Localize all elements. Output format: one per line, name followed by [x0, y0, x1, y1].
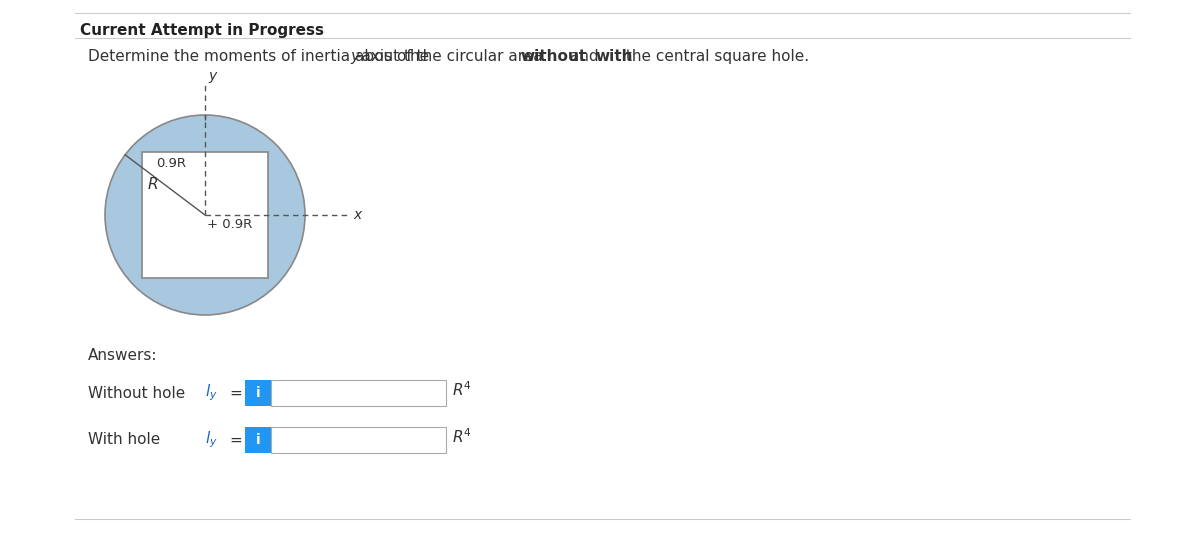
Text: $\mathit{l}_y$: $\mathit{l}_y$ — [205, 383, 217, 403]
Text: 0.9R: 0.9R — [156, 157, 186, 170]
Text: $\mathit{l}_y$: $\mathit{l}_y$ — [205, 430, 217, 450]
FancyBboxPatch shape — [245, 380, 271, 406]
Text: =: = — [229, 432, 241, 448]
Text: i: i — [256, 433, 260, 447]
Text: without: without — [521, 49, 587, 64]
Text: + 0.9R: + 0.9R — [208, 218, 252, 231]
FancyBboxPatch shape — [271, 427, 446, 453]
Text: and: and — [565, 49, 604, 64]
Text: y: y — [208, 69, 216, 83]
Text: the central square hole.: the central square hole. — [622, 49, 810, 64]
FancyBboxPatch shape — [271, 380, 446, 406]
Text: -axis of the circular area: -axis of the circular area — [356, 49, 547, 64]
Text: Current Attempt in Progress: Current Attempt in Progress — [80, 23, 324, 38]
Text: y: y — [350, 49, 359, 64]
Text: R: R — [148, 177, 158, 192]
Text: with: with — [595, 49, 634, 64]
Text: $R^4$: $R^4$ — [452, 427, 472, 446]
Text: Answers:: Answers: — [88, 348, 157, 363]
Text: With hole: With hole — [88, 432, 161, 448]
Circle shape — [106, 115, 305, 315]
Bar — [142, 152, 268, 278]
Text: Without hole: Without hole — [88, 385, 185, 400]
Text: Determine the moments of inertia about the: Determine the moments of inertia about t… — [88, 49, 434, 64]
Text: =: = — [229, 385, 241, 400]
Text: $R^4$: $R^4$ — [452, 381, 472, 399]
FancyBboxPatch shape — [245, 427, 271, 453]
Text: i: i — [256, 386, 260, 400]
Text: x: x — [353, 208, 361, 222]
